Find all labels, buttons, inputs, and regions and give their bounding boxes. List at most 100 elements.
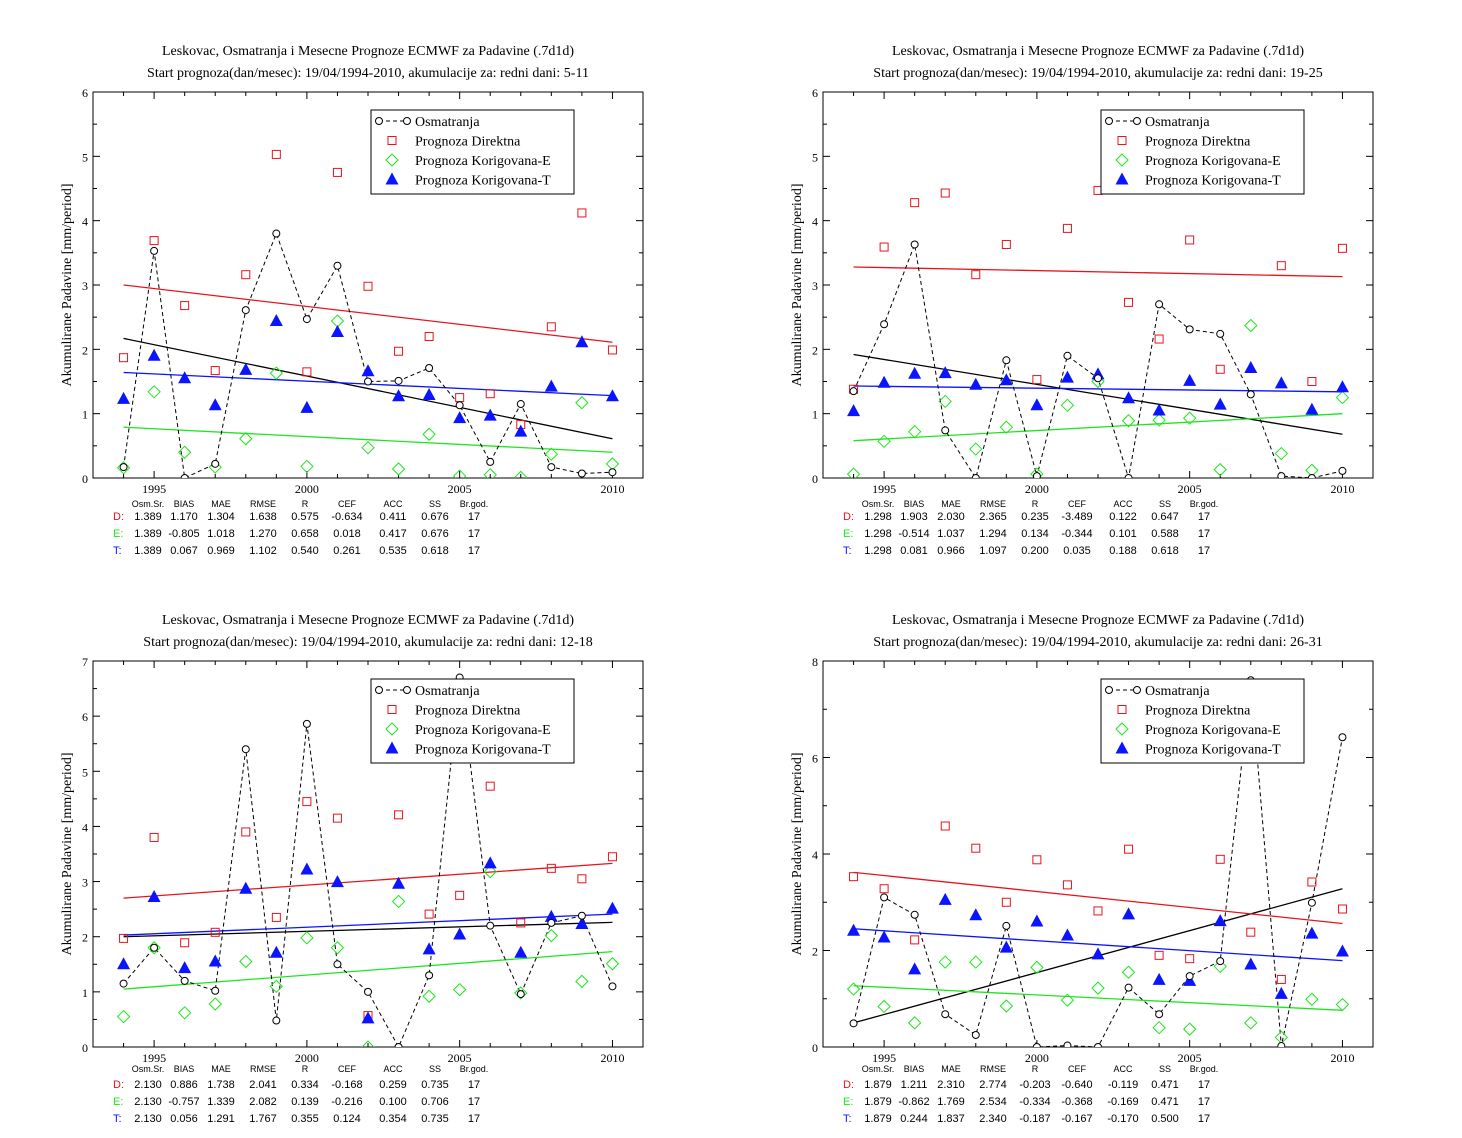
point-series-3 — [1305, 992, 1319, 1006]
x-tick-label: 1995 — [872, 1051, 896, 1065]
stats-cell: -0.168 — [331, 1079, 362, 1091]
point-series-2 — [546, 322, 556, 332]
point-series-4 — [544, 379, 558, 392]
point-series-1 — [1155, 1010, 1164, 1019]
legend-label: Prognoza Korigovana-T — [1145, 743, 1281, 758]
point-series-2 — [394, 810, 404, 820]
stats-row-key: E: — [113, 528, 123, 540]
observed-line — [123, 677, 613, 1047]
stats-header-cell: Br.god. — [1190, 1064, 1219, 1074]
point-series-3 — [1335, 997, 1350, 1012]
point-series-4 — [877, 375, 891, 388]
y-tick-label: 3 — [82, 279, 88, 293]
legend-label: Prognoza Direktna — [415, 704, 521, 719]
point-series-4 — [1213, 397, 1227, 410]
stats-cell: 0.969 — [207, 545, 235, 557]
point-series-1 — [1216, 957, 1225, 966]
stats-cell: 2.534 — [979, 1096, 1007, 1108]
point-series-3 — [269, 366, 284, 380]
point-series-3 — [330, 941, 345, 955]
stats-cell: 0.676 — [421, 528, 449, 540]
point-series-2 — [1001, 897, 1011, 907]
point-series-2 — [271, 149, 281, 159]
legend-marker — [1115, 741, 1129, 754]
point-series-1 — [1063, 351, 1072, 360]
stats-header-cell: R — [302, 1064, 309, 1074]
stats-row-key: E: — [843, 528, 853, 540]
legend: Osmatranja Prognoza Direktna Prognoza Kori… — [370, 109, 575, 195]
stats-cell: 2.041 — [249, 1079, 277, 1091]
stats-row-key: D: — [113, 1079, 124, 1091]
stats-header-cell: CEF — [1068, 499, 1087, 509]
point-series-4 — [117, 957, 131, 970]
point-series-1 — [1307, 898, 1316, 907]
point-series-4 — [300, 862, 314, 875]
point-series-2 — [971, 843, 981, 853]
stats-header-cell: MAE — [211, 1064, 231, 1074]
stats-cell: 0.588 — [1151, 528, 1179, 540]
point-series-2 — [119, 353, 129, 363]
stats-row-key: D: — [843, 1079, 854, 1091]
point-series-4 — [847, 923, 861, 936]
stats-cell: 2.340 — [979, 1113, 1007, 1125]
point-series-4 — [1030, 914, 1044, 927]
point-series-3 — [575, 396, 589, 410]
x-tick-label: 2005 — [1178, 482, 1202, 496]
stats-header-cell: SS — [429, 499, 441, 509]
point-series-3 — [361, 441, 375, 455]
stats-cell: 0.100 — [379, 1096, 407, 1108]
stats-cell: 17 — [1198, 545, 1210, 557]
stats-header-cell: RMSE — [250, 1064, 276, 1074]
point-series-2 — [879, 242, 889, 252]
point-series-1 — [547, 463, 556, 472]
point-series-3 — [605, 457, 620, 471]
point-series-4 — [483, 408, 497, 421]
point-series-3 — [1060, 398, 1075, 413]
point-series-2 — [910, 935, 920, 945]
point-series-4 — [877, 930, 891, 943]
point-series-2 — [971, 270, 981, 280]
point-series-2 — [1062, 223, 1072, 233]
point-series-4 — [1060, 370, 1074, 383]
legend-marker — [403, 686, 411, 694]
legend-marker — [1115, 172, 1129, 185]
point-series-4 — [908, 962, 922, 975]
point-series-4 — [1122, 391, 1136, 404]
point-series-3 — [877, 434, 891, 449]
point-series-2 — [1307, 877, 1317, 887]
y-tick-label: 5 — [82, 765, 88, 779]
legend-label: Prognoza Korigovana-E — [415, 723, 551, 738]
stats-cell: -0.187 — [1019, 1113, 1050, 1125]
point-series-3 — [1152, 1020, 1166, 1035]
observed-line — [853, 680, 1343, 1047]
point-series-1 — [364, 987, 372, 996]
stats-cell: 0.706 — [421, 1096, 449, 1108]
legend-marker — [1117, 705, 1127, 714]
stats-cell: 1.291 — [207, 1113, 235, 1125]
point-series-4 — [361, 364, 375, 377]
stats-cell: 17 — [468, 528, 480, 540]
point-series-1 — [1185, 325, 1194, 334]
point-series-1 — [119, 979, 128, 988]
stats-header-cell: CEF — [338, 499, 357, 509]
y-tick-label: 2 — [82, 343, 88, 357]
y-tick-label: 4 — [82, 215, 88, 229]
stats-header-cell: Br.god. — [1190, 499, 1219, 509]
stats-cell: 17 — [1198, 528, 1210, 540]
point-series-1 — [971, 1030, 980, 1039]
point-series-1 — [547, 918, 556, 927]
stats-cell: 1.270 — [249, 528, 277, 540]
legend-marker — [1133, 686, 1141, 694]
point-series-3 — [1152, 413, 1166, 427]
stats-cell: 2.130 — [134, 1096, 162, 1108]
stats-cell: 0.471 — [1151, 1079, 1179, 1091]
plot-area — [116, 149, 620, 478]
point-series-4 — [575, 917, 589, 930]
point-series-3 — [605, 957, 620, 971]
point-series-1 — [150, 943, 159, 952]
point-series-1 — [211, 459, 220, 468]
point-series-3 — [1060, 993, 1075, 1007]
point-series-1 — [1032, 1043, 1041, 1047]
x-tick-label: 2000 — [1025, 482, 1049, 496]
x-tick-label: 2010 — [1330, 1051, 1354, 1065]
